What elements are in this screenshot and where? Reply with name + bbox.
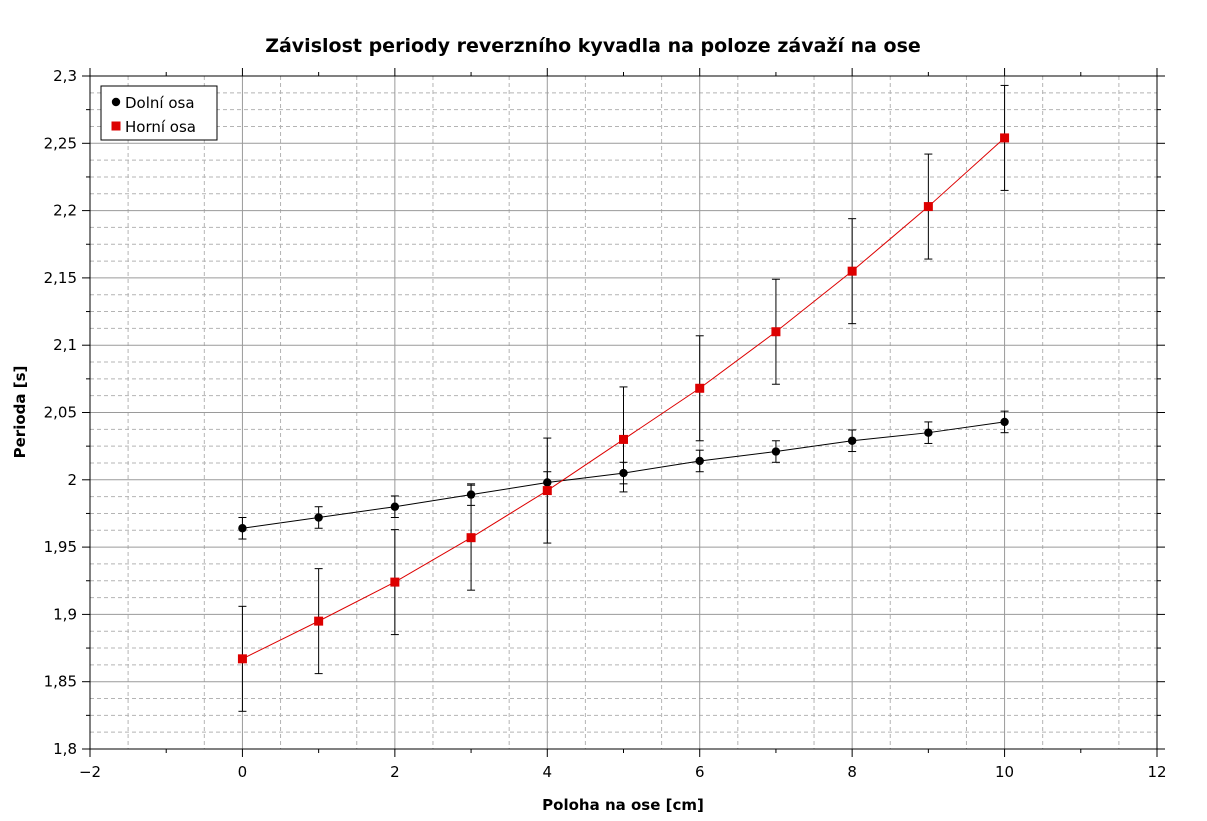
legend-marker-horni-osa <box>111 121 121 131</box>
series-0 <box>238 410 1009 540</box>
data-point <box>847 266 857 276</box>
y-tick-label: 1,8 <box>53 740 77 758</box>
axis-ticks: −2 0 2 4 6 8 10 12 1,8 1,85 1,9 1,95 2 2,05 2,1 2,15 2,2… <box>44 67 1167 781</box>
data-point <box>771 447 781 456</box>
legend-label-dolni-osa: Dolní osa <box>125 94 195 112</box>
y-tick-label: 2,25 <box>44 134 77 152</box>
series-1 <box>237 84 1010 712</box>
data-point <box>314 513 323 522</box>
x-tick-label: 0 <box>238 763 248 781</box>
y-tick-label: 2 <box>67 471 77 489</box>
y-tick-label: 2,15 <box>44 269 77 287</box>
series-layer <box>237 84 1010 712</box>
legend: Dolní osa Horní osa <box>100 85 218 141</box>
x-tick-label: 12 <box>1147 763 1166 781</box>
x-tick-label: 8 <box>847 763 857 781</box>
data-point <box>390 577 400 587</box>
y-tick-label: 2,05 <box>44 404 77 422</box>
x-tick-label: 10 <box>995 763 1014 781</box>
data-point <box>847 436 857 445</box>
y-tick-label: 1,85 <box>44 673 77 691</box>
chart-title: Závislost periody reverzního kyvadla na … <box>265 35 921 57</box>
legend-label-horni-osa: Horní osa <box>125 118 196 136</box>
data-point <box>238 524 247 533</box>
y-tick-label: 2,1 <box>53 336 77 354</box>
data-point <box>695 383 705 393</box>
data-point <box>771 327 781 337</box>
legend-box <box>100 85 218 141</box>
data-point <box>1000 133 1010 143</box>
data-point <box>1000 417 1009 427</box>
y-tick-label: 1,9 <box>53 605 77 623</box>
data-point <box>237 654 247 664</box>
legend-marker-dolni-osa <box>111 97 121 107</box>
x-tick-label: 2 <box>390 763 400 781</box>
data-point <box>466 533 476 543</box>
x-tick-label: 6 <box>695 763 705 781</box>
data-point <box>314 616 324 626</box>
data-point <box>542 486 552 496</box>
x-axis-label: Poloha na ose [cm] <box>542 796 704 814</box>
data-point <box>390 502 400 511</box>
y-tick-label: 1,95 <box>44 538 77 556</box>
y-axis-label: Perioda [s] <box>11 366 29 459</box>
x-tick-label: 4 <box>543 763 553 781</box>
data-point <box>695 456 704 466</box>
data-point <box>619 434 628 444</box>
data-point <box>923 202 933 212</box>
y-tick-label: 2,3 <box>53 67 77 85</box>
data-point <box>924 428 933 437</box>
x-tick-label: −2 <box>79 763 101 781</box>
y-tick-label: 2,2 <box>53 202 77 220</box>
grid <box>89 75 1158 750</box>
